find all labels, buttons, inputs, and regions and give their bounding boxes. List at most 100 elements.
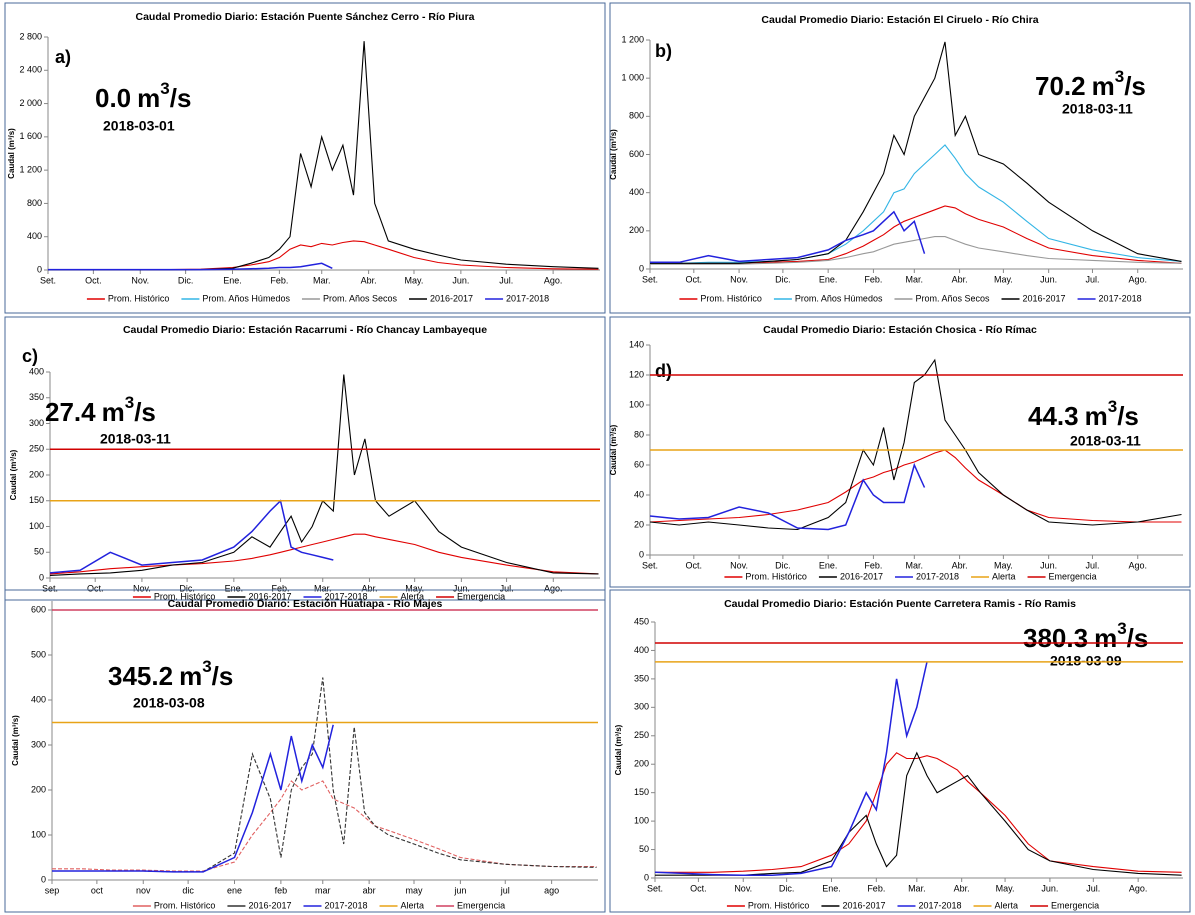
panel-frame: [609, 316, 1191, 588]
legend-label: 2017-2018: [1099, 293, 1142, 303]
reading-date: 2018-03-11: [1062, 101, 1133, 117]
x-tick-label: Jul.: [499, 275, 513, 285]
legend-item: Emergencia: [1030, 900, 1099, 910]
reading-exp: 3: [125, 393, 134, 412]
y-tick-label: 0: [37, 264, 42, 274]
x-tick-label: Set.: [42, 583, 58, 593]
x-tick-label: Feb.: [864, 560, 882, 570]
x-tick-label: feb: [275, 885, 288, 895]
chart-title: Caudal Promedio Diario: Estación Huatiap…: [168, 598, 443, 610]
x-tick-label: Ago.: [1129, 883, 1148, 893]
series-line: [655, 752, 1182, 873]
legend-label: Prom. Histórico: [745, 571, 807, 581]
x-tick-label: Abr.: [952, 274, 968, 284]
x-tick-label: Mar.: [906, 560, 924, 570]
legend-label: 2017-2018: [324, 591, 367, 601]
legend-item: Alerta: [971, 571, 1016, 581]
x-tick-label: sep: [45, 885, 60, 895]
legend-label: Emergencia: [1051, 900, 1099, 910]
y-tick-label: 300: [29, 418, 44, 428]
y-axis-label: Caudal (m³/s): [614, 724, 623, 775]
panel-label: b): [655, 41, 672, 61]
reading-value: 0.0: [95, 83, 131, 113]
series-line: [52, 724, 334, 873]
x-tick-label: Jul.: [1086, 883, 1100, 893]
y-tick-label: 1 200: [621, 34, 644, 44]
legend-item: Alerta: [973, 900, 1018, 910]
reading-unit-rest: /s: [1124, 71, 1146, 101]
legend-item: Alerta: [379, 591, 424, 601]
x-tick-label: Abr.: [954, 883, 970, 893]
series-line: [49, 499, 334, 574]
legend-label: Prom. Años Húmedos: [202, 293, 290, 303]
x-tick-label: Nov.: [730, 560, 748, 570]
x-tick-label: Ago.: [544, 275, 563, 285]
y-tick-label: 100: [29, 521, 44, 531]
reading: 0.0 m3/s: [95, 79, 191, 112]
x-tick-label: Ene.: [819, 560, 838, 570]
legend-label: Alerta: [992, 571, 1016, 581]
y-tick-label: 0: [639, 549, 644, 559]
x-tick-label: abr: [363, 885, 376, 895]
x-tick-label: Dic.: [179, 583, 195, 593]
x-tick-label: Jun.: [1041, 883, 1058, 893]
y-tick-label: 150: [29, 495, 44, 505]
panel-label: a): [55, 47, 71, 67]
legend-label: 2017-2018: [916, 571, 959, 581]
legend-item: 2017-2018: [897, 900, 962, 910]
reading-exp: 3: [160, 79, 169, 98]
legend-label: Prom. Histórico: [154, 591, 216, 601]
reading-unit-rest: /s: [1117, 401, 1139, 431]
y-tick-label: 2 400: [19, 65, 42, 75]
x-tick-label: Nov.: [734, 883, 752, 893]
reading-value: 70.2: [1035, 71, 1086, 101]
reading-unit-rest: /s: [170, 83, 192, 113]
series-line: [650, 41, 1182, 264]
y-axis-label: Caudal (m³/s): [609, 129, 618, 180]
reading-unit: m: [137, 83, 160, 113]
legend-label: 2016-2017: [430, 293, 473, 303]
legend-item: Prom. Años Húmedos: [181, 293, 290, 303]
legend-label: 2017-2018: [918, 900, 961, 910]
x-tick-label: Feb.: [864, 274, 882, 284]
legend-item: Alerta: [379, 900, 424, 910]
y-tick-label: 350: [634, 673, 649, 683]
reading-unit: m: [1094, 623, 1117, 653]
y-tick-label: 400: [31, 694, 46, 704]
legend-label: 2016-2017: [840, 571, 883, 581]
y-tick-label: 1 000: [621, 73, 644, 83]
y-tick-label: 20: [634, 519, 644, 529]
legend-item: Prom. Histórico: [132, 591, 216, 601]
legend-item: Emergencia: [436, 591, 505, 601]
x-tick-label: Dic.: [775, 274, 791, 284]
y-tick-label: 300: [31, 739, 46, 749]
legend-item: 2016-2017: [227, 900, 291, 910]
legend-item: 2016-2017: [409, 293, 473, 303]
legend-item: Emergencia: [436, 900, 505, 910]
reading-date: 2018-03-09: [1050, 653, 1122, 669]
legend-label: Emergencia: [457, 900, 505, 910]
x-tick-label: ago: [544, 885, 559, 895]
panel-frame: [609, 2, 1191, 314]
y-axis-label: Caudal (m³/s): [9, 449, 18, 500]
legend-label: 2016-2017: [248, 900, 291, 910]
x-tick-label: ene: [227, 885, 242, 895]
legend-item: 2017-2018: [894, 571, 959, 581]
y-tick-label: 40: [634, 489, 644, 499]
x-tick-label: May.: [405, 275, 424, 285]
x-tick-label: Ago.: [544, 583, 563, 593]
x-tick-label: Dic.: [178, 275, 194, 285]
y-tick-label: 200: [634, 759, 649, 769]
y-tick-label: 200: [29, 469, 44, 479]
x-tick-label: Dic.: [775, 560, 791, 570]
y-tick-label: 600: [629, 149, 644, 159]
x-tick-label: Jul.: [500, 583, 514, 593]
legend-label: 2016-2017: [842, 900, 885, 910]
y-tick-label: 140: [629, 339, 644, 349]
x-tick-label: nov: [136, 885, 151, 895]
y-tick-label: 1 600: [19, 131, 42, 141]
x-tick-label: Abr.: [361, 583, 377, 593]
x-tick-label: Set.: [40, 275, 56, 285]
x-tick-label: Oct.: [85, 275, 102, 285]
x-tick-label: Set.: [647, 883, 663, 893]
